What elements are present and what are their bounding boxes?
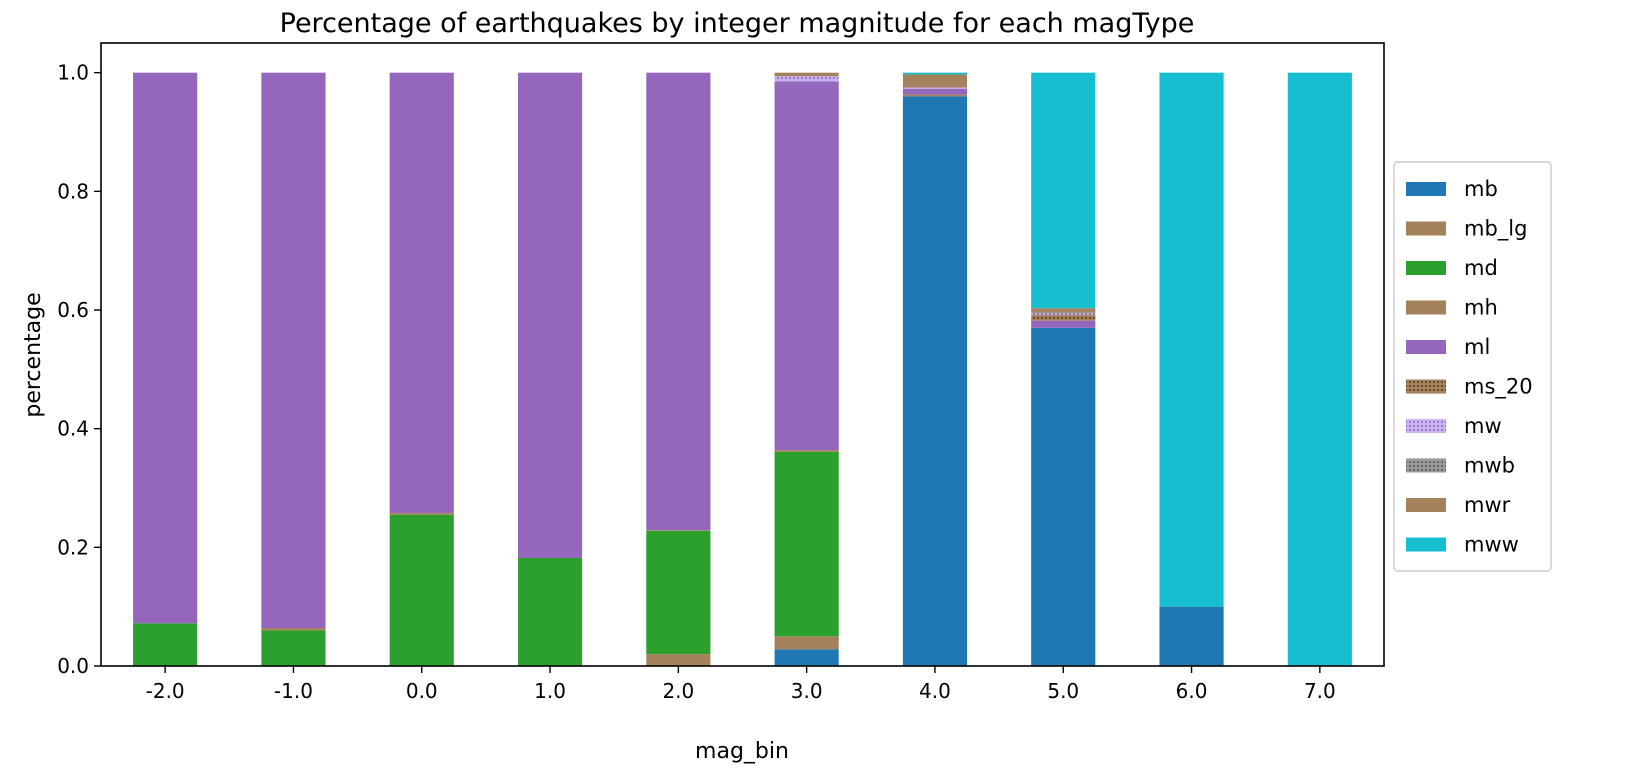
bar-segment-mww [1287,72,1352,666]
bar-segment-md [646,530,711,655]
y-axis: 0.0 0.2 0.4 0.6 0.8 1.0 [57,61,101,678]
bar-segment-md [517,558,583,666]
bar-segment-mb [774,649,839,666]
legend-swatch-mw [1406,419,1446,433]
legend-swatch-mh [1406,300,1446,315]
x-tick-label: 1.0 [534,679,566,703]
legend-label-md: md [1464,256,1498,280]
legend-label-mh: mh [1464,296,1498,320]
bar-segment-ml [902,88,968,95]
x-tick-label: 6.0 [1176,679,1208,703]
bar-segment-mb_lg [646,654,711,666]
bar-segment-mb [1159,606,1224,666]
legend-swatch-mwr [1406,498,1446,512]
x-tick-label: 0.0 [406,679,438,703]
x-tick-label: 2.0 [662,679,694,703]
bar-segment-mh [389,512,454,515]
bar-segment-mww [1159,72,1224,607]
bar-segment-mb_lg [774,636,839,650]
bar-segment-mb [1031,327,1096,666]
bar-segment-ml [133,72,198,624]
bar-segment-ml [646,72,711,531]
bar-segment-md [261,630,326,666]
bar-segment-mw [902,87,968,89]
legend-label-mb_lg: mb_lg [1464,217,1527,242]
x-tick-label: -2.0 [146,679,185,703]
bar-segment-mwr [1031,308,1096,313]
bar-segment-mw [1031,313,1096,315]
legend-swatch-mww [1406,537,1446,552]
legend-swatch-mb_lg [1406,221,1446,236]
x-tick-label: 7.0 [1304,679,1336,703]
legend-label-mwb: mwb [1464,454,1515,478]
legend-label-mww: mww [1464,533,1519,557]
bar-segment-mb [902,96,968,666]
bar-segment-mh [774,450,839,452]
bar-segment-md [389,514,454,666]
y-tick-label: 0.6 [57,298,89,322]
bar-segment-md [774,451,839,637]
y-tick-label: 1.0 [57,61,89,85]
bar-segment-mh [261,628,326,631]
bar-segment-mh [646,530,711,531]
bar-segment-mwr [774,72,839,77]
legend-label-mw: mw [1464,414,1502,438]
legend-swatch-mwb [1406,458,1446,473]
bar-segment-mww [1031,72,1096,309]
y-tick-label: 0.2 [57,535,89,559]
bar-segment-mww [902,72,968,75]
x-tick-label: 5.0 [1047,679,1079,703]
y-tick-label: 0.8 [57,179,89,203]
x-tick-label: 3.0 [791,679,823,703]
bar-segment-mw [774,76,839,82]
bar-segment-mwb [1031,312,1096,314]
legend-swatch-ms_20 [1406,379,1446,394]
bar-segment-md [133,623,198,666]
bar-segment-ml [1031,320,1096,328]
bar-segment-mwr [902,74,968,88]
legend-swatch-mb [1406,182,1446,196]
plot-frame [100,42,1385,667]
x-axis: -2.0 -1.0 0.0 1.0 2.0 3.0 4.0 5.0 6.0 7.0 [146,666,1336,703]
bar-segment-ml [261,72,326,629]
legend-label-ml: ml [1464,335,1490,359]
bar-segment-ms_20 [1031,314,1096,321]
bar-segment-ml [389,72,454,513]
legend-swatch-md [1406,261,1446,275]
x-tick-label: -1.0 [274,679,313,703]
bar-segment-mb_lg [902,94,968,97]
y-axis-label: percentage [21,292,46,417]
x-axis-label: mag_bin [695,739,789,764]
y-tick-label: 0.4 [57,417,89,441]
chart-title: Percentage of earthquakes by integer mag… [280,8,1195,39]
bar-segment-ml [774,81,839,451]
bar-segment-ml [517,72,583,559]
x-tick-label: 4.0 [919,679,951,703]
legend-label-mb: mb [1464,177,1498,201]
legend-label-ms_20: ms_20 [1464,375,1533,400]
bars [133,72,1352,666]
legend-swatch-ml [1406,340,1446,354]
y-tick-label: 0.0 [57,654,89,678]
legend-label-mwr: mwr [1464,493,1511,517]
